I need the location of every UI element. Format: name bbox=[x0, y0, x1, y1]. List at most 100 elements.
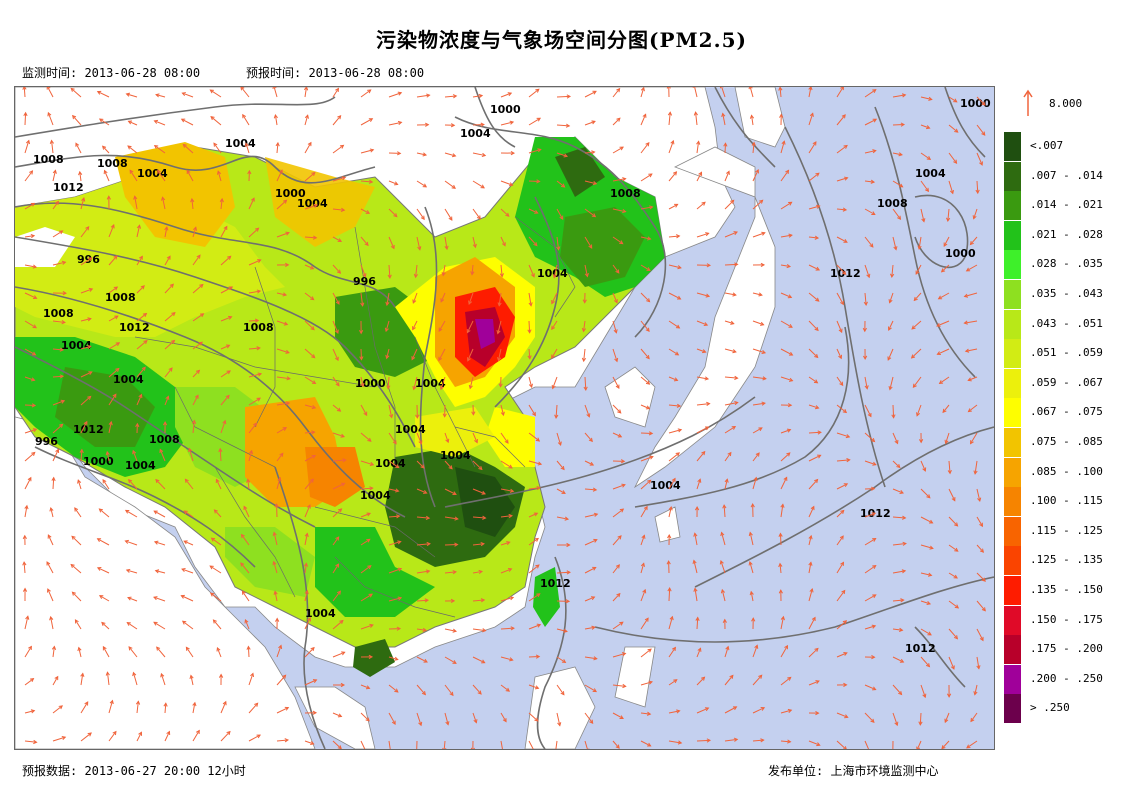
wind-arrow bbox=[963, 292, 978, 298]
wind-arrow bbox=[303, 562, 309, 574]
wind-arrow bbox=[304, 348, 316, 359]
wind-arrow bbox=[864, 486, 876, 491]
isobar-label: 1012 bbox=[119, 321, 150, 334]
wind-arrow bbox=[864, 89, 877, 98]
wind-arrow bbox=[551, 376, 558, 390]
wind-arrow bbox=[500, 513, 513, 519]
wind-arrow bbox=[892, 432, 899, 445]
wind-arrow bbox=[438, 320, 446, 332]
wind-arrow bbox=[468, 376, 474, 390]
wind-arrow bbox=[668, 376, 679, 382]
wind-arrow bbox=[24, 348, 37, 356]
wind-arrow bbox=[248, 372, 263, 378]
legend-item: .007 - .014 bbox=[1004, 161, 1122, 191]
wind-arrow bbox=[157, 169, 166, 182]
wind-arrow bbox=[388, 740, 391, 749]
wind-arrow bbox=[388, 567, 403, 574]
wind-arrow bbox=[864, 264, 871, 279]
wind-arrow bbox=[612, 236, 624, 245]
wind-arrow bbox=[360, 712, 370, 722]
wind-arrow bbox=[836, 561, 845, 574]
wind-arrow bbox=[441, 264, 446, 277]
wind-arrow bbox=[192, 394, 199, 406]
wind-arrow bbox=[472, 628, 487, 633]
wind-arrow bbox=[304, 617, 311, 630]
wind-arrow bbox=[164, 395, 170, 406]
wind-arrow bbox=[332, 508, 343, 518]
wind-arrow bbox=[500, 404, 505, 417]
wind-arrow bbox=[808, 112, 814, 126]
wind-arrow bbox=[192, 341, 203, 350]
wind-arrow bbox=[912, 376, 922, 389]
wind-arrow bbox=[52, 448, 60, 462]
wind-arrow bbox=[472, 569, 484, 575]
wind-arrow bbox=[416, 432, 423, 445]
isobar-label: 1004 bbox=[225, 137, 256, 150]
wind-arrow bbox=[52, 260, 67, 266]
wind-arrow bbox=[304, 740, 315, 746]
wind-arrow bbox=[724, 348, 737, 354]
wind-arrow bbox=[444, 208, 453, 221]
wind-arrow bbox=[584, 264, 589, 278]
wind-arrow bbox=[210, 116, 222, 126]
wind-arrow bbox=[388, 684, 399, 693]
wind-arrow bbox=[388, 514, 401, 519]
wind-arrow bbox=[864, 512, 877, 518]
wind-arrow bbox=[724, 478, 729, 490]
wind-arrow bbox=[46, 87, 54, 98]
wind-arrow bbox=[500, 460, 513, 469]
wind-arrow bbox=[722, 504, 727, 518]
wind-arrow bbox=[164, 226, 169, 238]
wind-arrow bbox=[640, 376, 651, 385]
wind-arrow bbox=[125, 568, 138, 574]
wind-arrow bbox=[892, 569, 907, 574]
isobar-label: 1012 bbox=[540, 577, 571, 590]
wind-arrow bbox=[836, 176, 849, 182]
wind-arrow bbox=[332, 114, 342, 126]
wind-arrow bbox=[444, 598, 456, 604]
wind-arrow bbox=[472, 598, 486, 603]
wind-arrow bbox=[780, 263, 792, 269]
wind-arrow bbox=[276, 476, 282, 490]
wind-arrow bbox=[612, 712, 624, 719]
wind-arrow bbox=[696, 647, 702, 658]
wind-arrow bbox=[976, 516, 983, 528]
wind-arrow bbox=[612, 432, 623, 438]
isobar-label: 1000 bbox=[945, 247, 976, 260]
wind-arrow bbox=[52, 675, 59, 686]
wind-arrow bbox=[444, 152, 457, 158]
wind-arrow bbox=[752, 707, 766, 714]
wind-arrow bbox=[304, 203, 319, 210]
wind-arrow bbox=[582, 292, 587, 304]
wind-arrow bbox=[470, 264, 475, 276]
legend-swatch bbox=[1004, 664, 1021, 694]
wind-arrow bbox=[696, 707, 710, 714]
wind-arrow bbox=[752, 199, 764, 210]
wind-arrow bbox=[183, 540, 194, 546]
wind-arrow bbox=[892, 740, 894, 749]
wind-arrow bbox=[332, 458, 347, 463]
wind-arrow bbox=[936, 320, 950, 327]
wind-arrow bbox=[71, 591, 82, 602]
wind-arrow bbox=[185, 646, 194, 658]
wind-arrow bbox=[668, 348, 680, 356]
wind-arrow bbox=[388, 91, 403, 98]
wind-arrow bbox=[96, 567, 110, 574]
wind-arrow bbox=[808, 87, 813, 98]
wind-arrow bbox=[640, 711, 652, 716]
wind-arrow bbox=[584, 487, 598, 492]
isobar-label: 1012 bbox=[905, 642, 936, 655]
wind-arrow bbox=[127, 478, 138, 490]
wind-arrow bbox=[444, 542, 459, 547]
wind-arrow bbox=[836, 535, 844, 546]
legend-swatch bbox=[1004, 309, 1021, 339]
wind-arrow bbox=[862, 320, 867, 333]
isobar-label: 1004 bbox=[125, 459, 156, 472]
legend-label: .085 - .100 bbox=[1030, 464, 1103, 478]
wind-arrow bbox=[640, 173, 653, 182]
wind-arrow bbox=[612, 740, 620, 749]
wind-arrow bbox=[528, 654, 541, 659]
wind-arrow bbox=[940, 264, 950, 273]
wind-arrow bbox=[668, 171, 678, 182]
wind-arrow bbox=[80, 371, 93, 378]
